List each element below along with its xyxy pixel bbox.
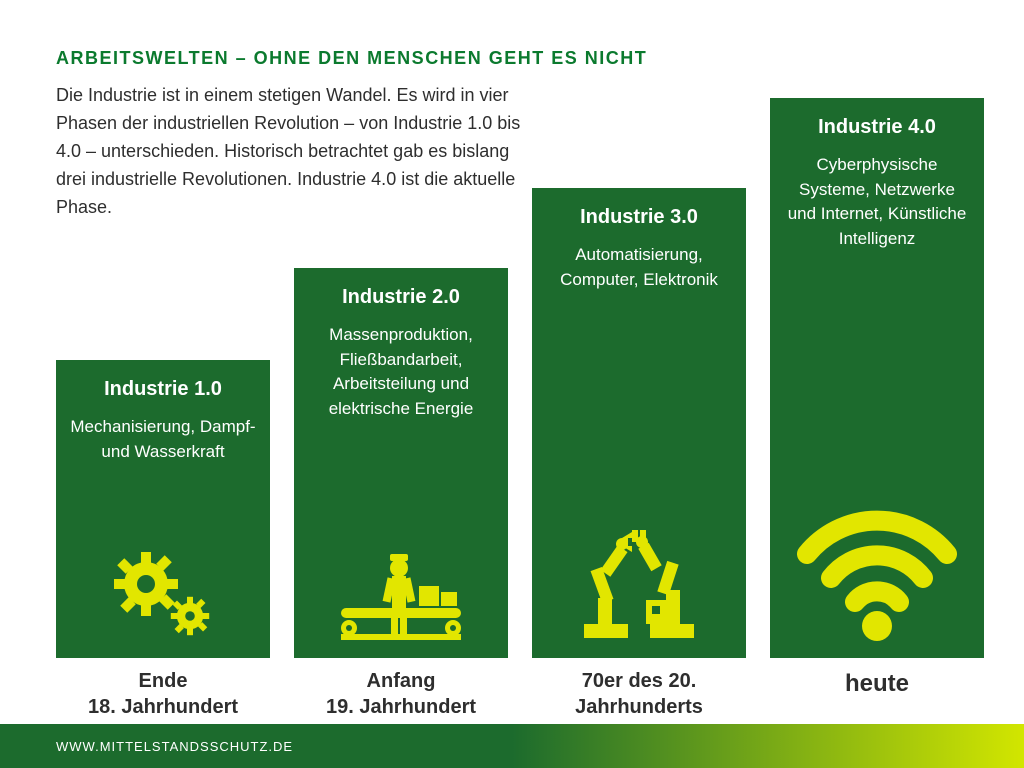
gears-icon (56, 544, 270, 644)
bar-description: Massenproduktion, Fließbandarbeit, Arbei… (308, 323, 494, 422)
bar-description: Mechanisierung, Dampf- und Wasserkraft (70, 415, 256, 464)
bar-caption: heute (770, 658, 984, 699)
bar-title: Industrie 4.0 (784, 116, 970, 139)
infographic-root: ARBEITSWELTEN – OHNE DEN MENSCHEN GEHT E… (0, 0, 1024, 768)
footer-url: WWW.MITTELSTANDSSCHUTZ.DE (56, 739, 293, 754)
bar-title: Industrie 3.0 (546, 206, 732, 229)
intro-paragraph: Die Industrie ist in einem stetigen Wand… (56, 82, 524, 221)
footer-bar: WWW.MITTELSTANDSSCHUTZ.DE (0, 724, 1024, 768)
staircase-bar: Industrie 1.0 Mechanisierung, Dampf- und … (56, 360, 270, 658)
staircase-bar: Industrie 2.0 Massenproduktion, Fließband… (294, 268, 508, 658)
assembly-icon (294, 548, 508, 644)
staircase-bar: Industrie 4.0 Cyberphysische Systeme, Net… (770, 98, 984, 658)
page-title: ARBEITSWELTEN – OHNE DEN MENSCHEN GEHT E… (56, 48, 647, 69)
bar-caption: Anfang19. Jahrhundert (294, 658, 508, 720)
bar-description: Automatisierung, Computer, Elektronik (546, 243, 732, 292)
bar-title: Industrie 1.0 (70, 378, 256, 401)
bar-description: Cyberphysische Systeme, Netzwerke und In… (784, 153, 970, 252)
staircase-bar: Industrie 3.0 Automatisierung, Computer, … (532, 188, 746, 658)
bar-caption: 70er des 20.Jahrhunderts (532, 658, 746, 720)
bar-caption: Ende18. Jahrhundert (56, 658, 270, 720)
robot-icon (532, 528, 746, 644)
bar-title: Industrie 2.0 (308, 286, 494, 309)
wifi-icon (770, 484, 984, 644)
